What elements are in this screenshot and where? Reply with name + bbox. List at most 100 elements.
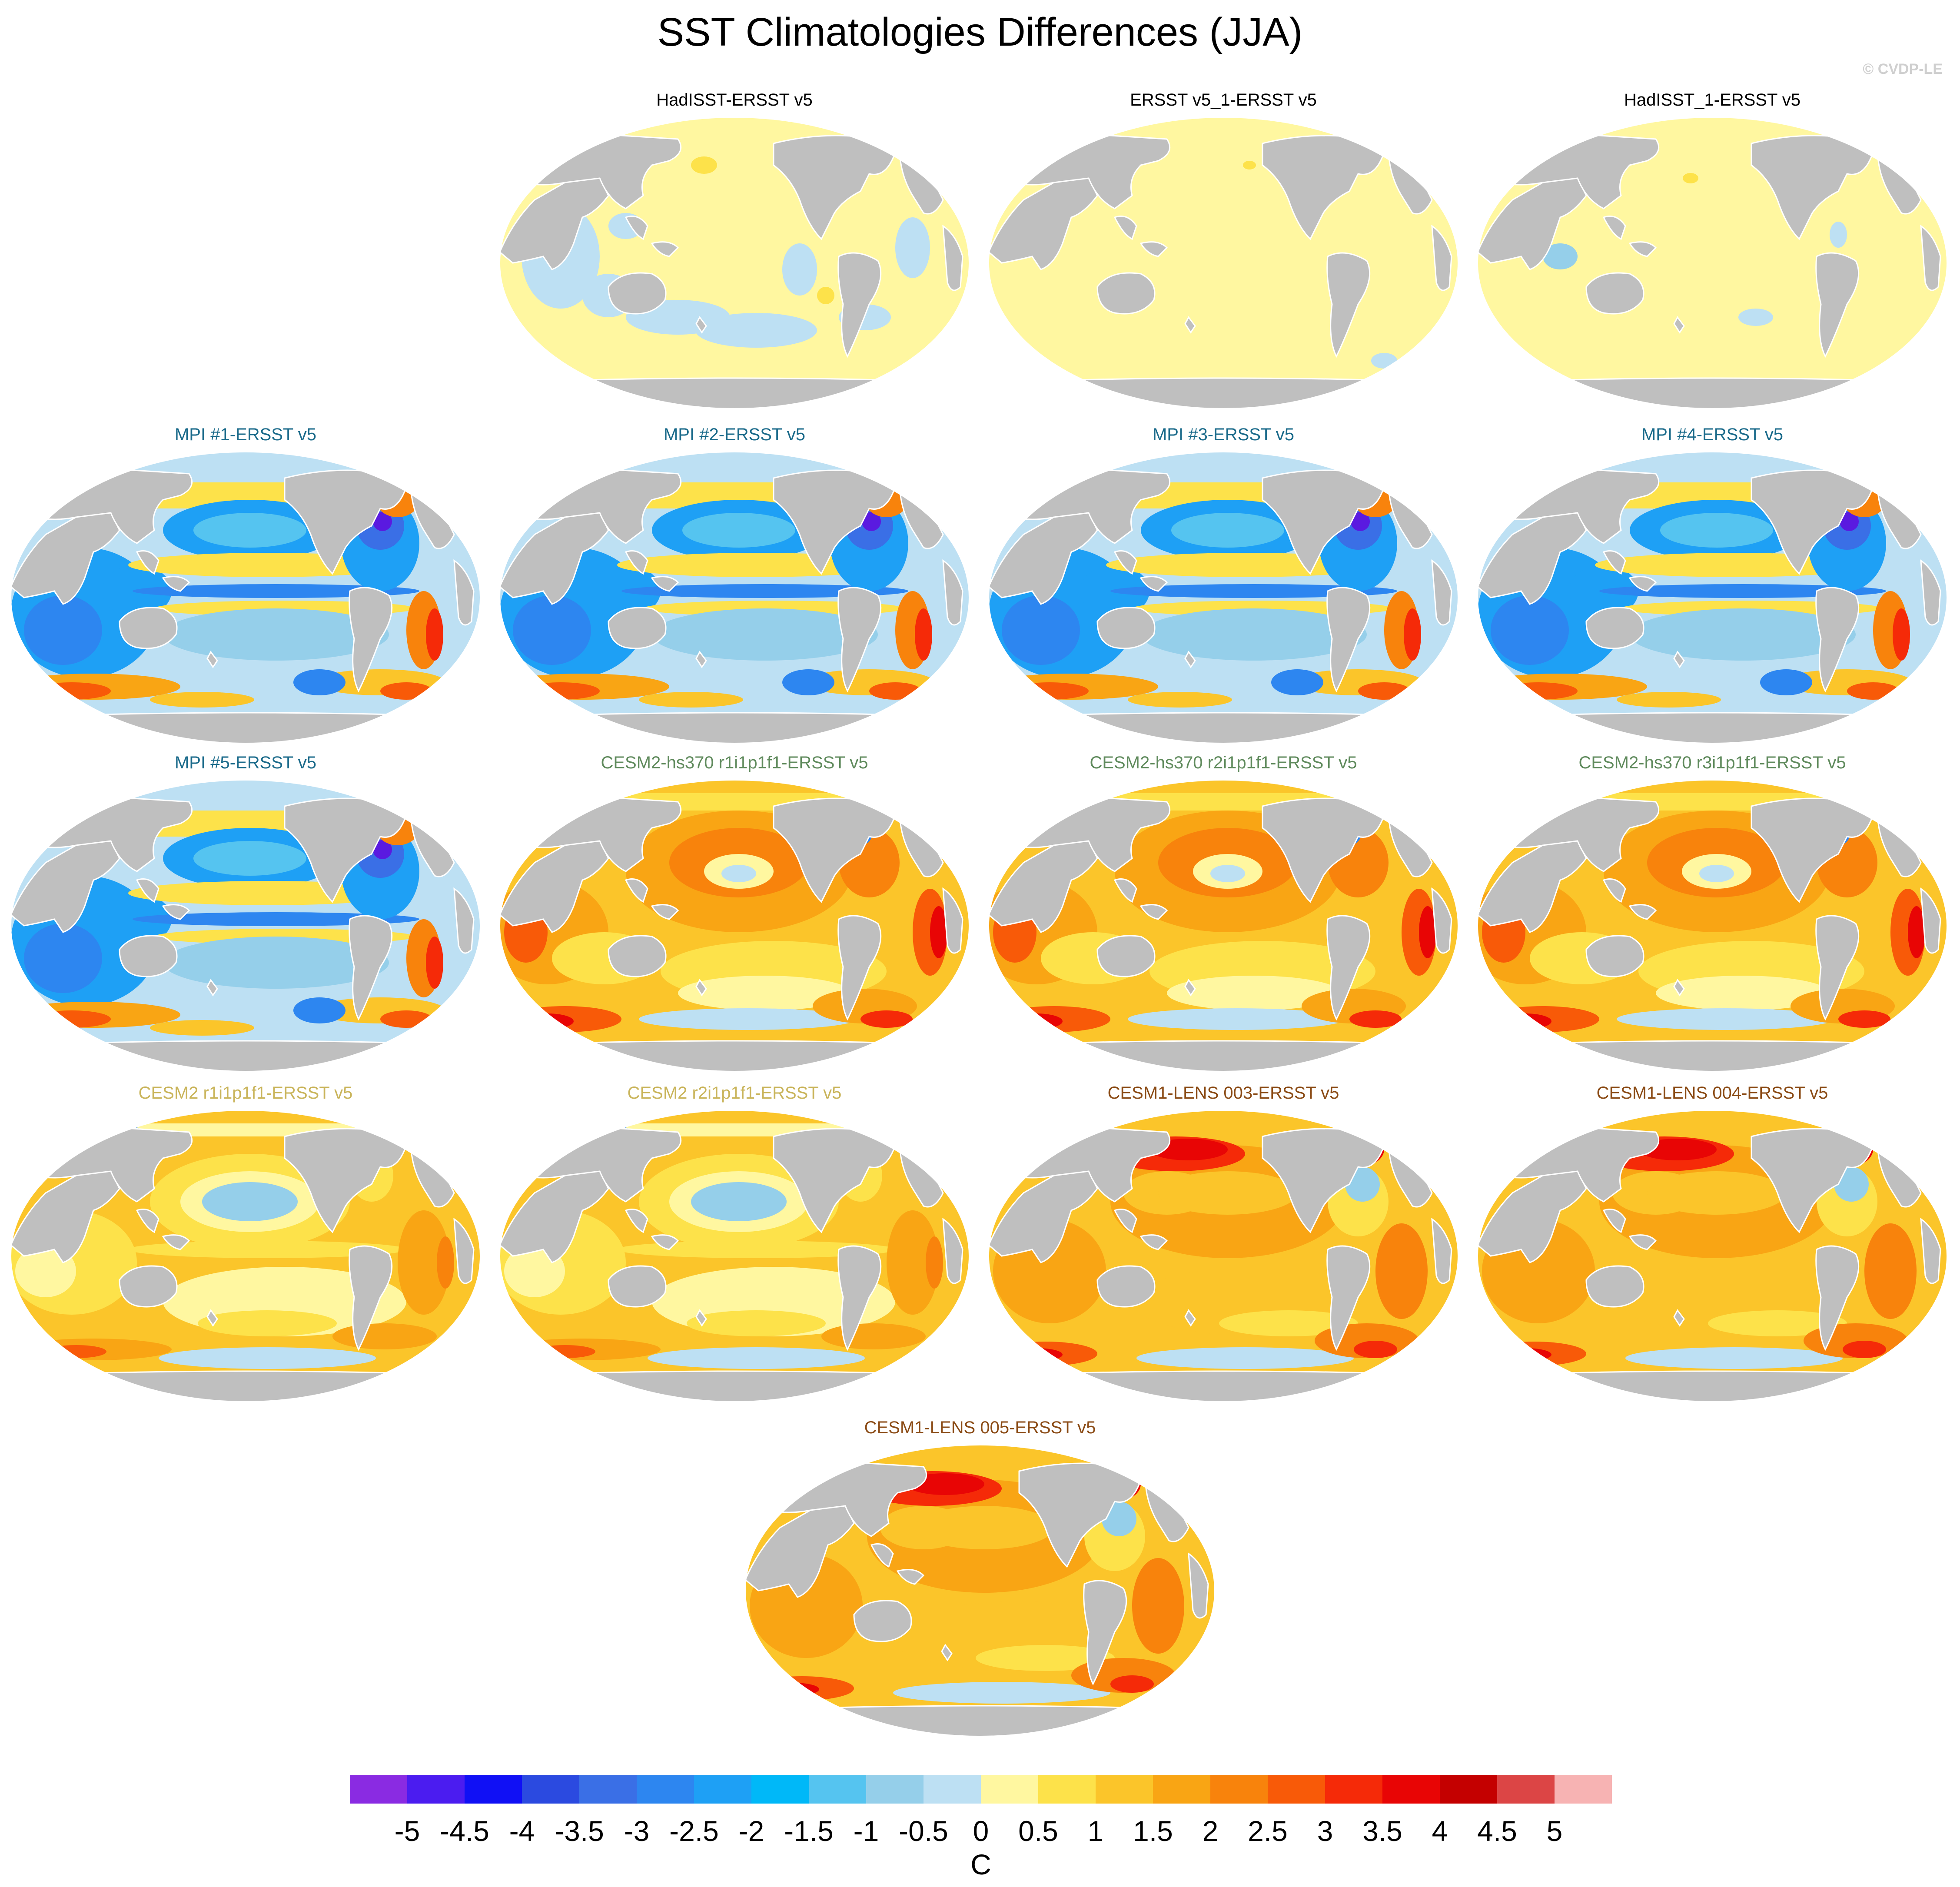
map-outline <box>988 1110 1458 1402</box>
colorbar-tick-label: 4 <box>1432 1815 1448 1847</box>
colorbar-tick-label: 1.5 <box>1133 1815 1173 1847</box>
colorbar-swatch <box>1153 1775 1211 1804</box>
sst-field <box>11 452 480 743</box>
panel-title: CESM2-hs370 r2i1p1f1-ERSST v5 <box>1090 753 1357 772</box>
colorbar-tick-label: -3.5 <box>555 1815 604 1847</box>
watermark-credit: © CVDP-LE <box>1863 61 1943 77</box>
sst-field <box>1478 780 1947 1071</box>
sst-field <box>1478 117 1947 409</box>
colorbar-units: C <box>970 1848 991 1880</box>
map-plot <box>988 452 1458 744</box>
sst-field <box>11 1110 480 1402</box>
panel-title: MPI #2-ERSST v5 <box>663 425 806 444</box>
panel-title: MPI #3-ERSST v5 <box>1152 425 1295 444</box>
colorbar-tick-label: -4.5 <box>440 1815 489 1847</box>
map-outline <box>1477 1110 1947 1402</box>
sst-field <box>500 1110 969 1402</box>
colorbar-tick-label: 3.5 <box>1362 1815 1402 1847</box>
map-outline <box>988 117 1458 409</box>
colorbar-swatch <box>924 1775 981 1804</box>
colorbar-swatch <box>1325 1775 1383 1804</box>
colorbar-tick-label: -4 <box>509 1815 535 1847</box>
map-outline <box>499 117 970 409</box>
colorbar-tick-label: -5 <box>394 1815 420 1847</box>
map-panel: CESM2 r1i1p1f1-ERSST v5 <box>7 1080 485 1415</box>
sst-field <box>11 780 480 1071</box>
sst-field <box>989 1110 1458 1402</box>
map-panel: MPI #3-ERSST v5 <box>984 422 1462 756</box>
colorbar-swatch <box>809 1775 867 1804</box>
panel-title: CESM2 r1i1p1f1-ERSST v5 <box>138 1083 353 1103</box>
map-outline <box>10 1110 481 1402</box>
map-panel: MPI #1-ERSST v5 <box>7 422 485 756</box>
colorbar-swatch <box>465 1775 522 1804</box>
map-panel: MPI #4-ERSST v5 <box>1473 422 1951 756</box>
map-panel: ERSST v5_1-ERSST v5 <box>984 87 1462 422</box>
map-plot <box>499 452 970 744</box>
map-panel: MPI #5-ERSST v5 <box>7 750 485 1084</box>
colorbar-tick-label: -1 <box>853 1815 879 1847</box>
map-plot <box>10 452 481 744</box>
map-plot <box>10 780 481 1072</box>
colorbar-tick-label: 2.5 <box>1248 1815 1288 1847</box>
colorbar-swatch <box>1440 1775 1498 1804</box>
colorbar-swatch <box>1210 1775 1268 1804</box>
map-plot <box>988 117 1458 409</box>
map-plot <box>1477 452 1947 744</box>
colorbar-swatch <box>407 1775 465 1804</box>
sst-field <box>500 117 969 409</box>
figure-title: SST Climatologies Differences (JJA) <box>657 10 1303 54</box>
map-plot <box>499 1110 970 1402</box>
colorbar-swatch <box>981 1775 1039 1804</box>
colorbar-tick-label: -2.5 <box>669 1815 719 1847</box>
panel-title: CESM1-LENS 003-ERSST v5 <box>1107 1083 1339 1103</box>
sst-field <box>989 452 1458 743</box>
colorbar-tick-label: -3 <box>624 1815 650 1847</box>
colorbar-swatch <box>1555 1775 1612 1804</box>
map-outline <box>745 1445 1215 1737</box>
panel-title: CESM2 r2i1p1f1-ERSST v5 <box>627 1083 842 1103</box>
panel-title: CESM1-LENS 004-ERSST v5 <box>1596 1083 1828 1103</box>
map-plot <box>1477 117 1947 409</box>
colorbar-swatch <box>694 1775 752 1804</box>
colorbar-swatch <box>1038 1775 1096 1804</box>
map-outline <box>1477 452 1947 744</box>
sst-field <box>1478 452 1947 743</box>
colorbar-swatch <box>1096 1775 1153 1804</box>
map-panel: CESM2 r2i1p1f1-ERSST v5 <box>495 1080 973 1415</box>
colorbar-swatch <box>1382 1775 1440 1804</box>
colorbar-tick-label: 0 <box>973 1815 989 1847</box>
panel-title: ERSST v5_1-ERSST v5 <box>1130 90 1317 110</box>
map-plot <box>988 1110 1458 1402</box>
map-plot <box>988 780 1458 1072</box>
map-outline <box>499 780 970 1072</box>
map-panel: CESM2-hs370 r2i1p1f1-ERSST v5 <box>984 750 1462 1084</box>
colorbar-swatch <box>866 1775 924 1804</box>
colorbar-swatch <box>1497 1775 1555 1804</box>
map-outline <box>10 780 481 1072</box>
panel-title: CESM2-hs370 r1i1p1f1-ERSST v5 <box>601 753 868 772</box>
colorbar-tick-label: 3 <box>1317 1815 1333 1847</box>
map-panel: MPI #2-ERSST v5 <box>495 422 973 756</box>
colorbar-tick-label: 0.5 <box>1018 1815 1058 1847</box>
sst-field <box>989 117 1458 409</box>
colorbar-tick-label: -0.5 <box>899 1815 948 1847</box>
map-panel: CESM1-LENS 004-ERSST v5 <box>1473 1080 1951 1415</box>
colorbar-swatch <box>522 1775 580 1804</box>
colorbar-swatch <box>637 1775 694 1804</box>
colorbar-swatch <box>751 1775 809 1804</box>
map-panel: CESM2-hs370 r1i1p1f1-ERSST v5 <box>495 750 973 1084</box>
colorbar-tick-label: 1 <box>1087 1815 1104 1847</box>
panel-title: CESM2-hs370 r3i1p1f1-ERSST v5 <box>1578 753 1846 772</box>
colorbar-tick-label: 5 <box>1546 1815 1563 1847</box>
colorbar-tick-label: 4.5 <box>1477 1815 1517 1847</box>
map-outline <box>988 780 1458 1072</box>
map-panel: HadISST-ERSST v5 <box>495 87 973 422</box>
sst-field <box>500 452 969 743</box>
colorbar-swatch <box>579 1775 637 1804</box>
map-plot <box>1477 1110 1947 1402</box>
colorbar <box>350 1775 1612 1804</box>
map-outline <box>1477 117 1947 409</box>
map-panel: CESM1-LENS 005-ERSST v5 <box>741 1415 1219 1749</box>
panel-title: MPI #5-ERSST v5 <box>174 753 317 772</box>
